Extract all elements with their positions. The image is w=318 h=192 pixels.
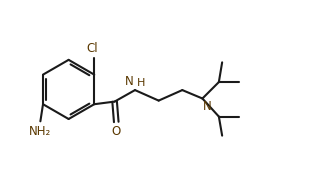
Text: N: N [125, 75, 134, 88]
Text: H: H [137, 78, 145, 88]
Text: O: O [112, 125, 121, 138]
Text: Cl: Cl [87, 42, 98, 55]
Text: N: N [203, 100, 212, 113]
Text: NH₂: NH₂ [29, 125, 52, 138]
